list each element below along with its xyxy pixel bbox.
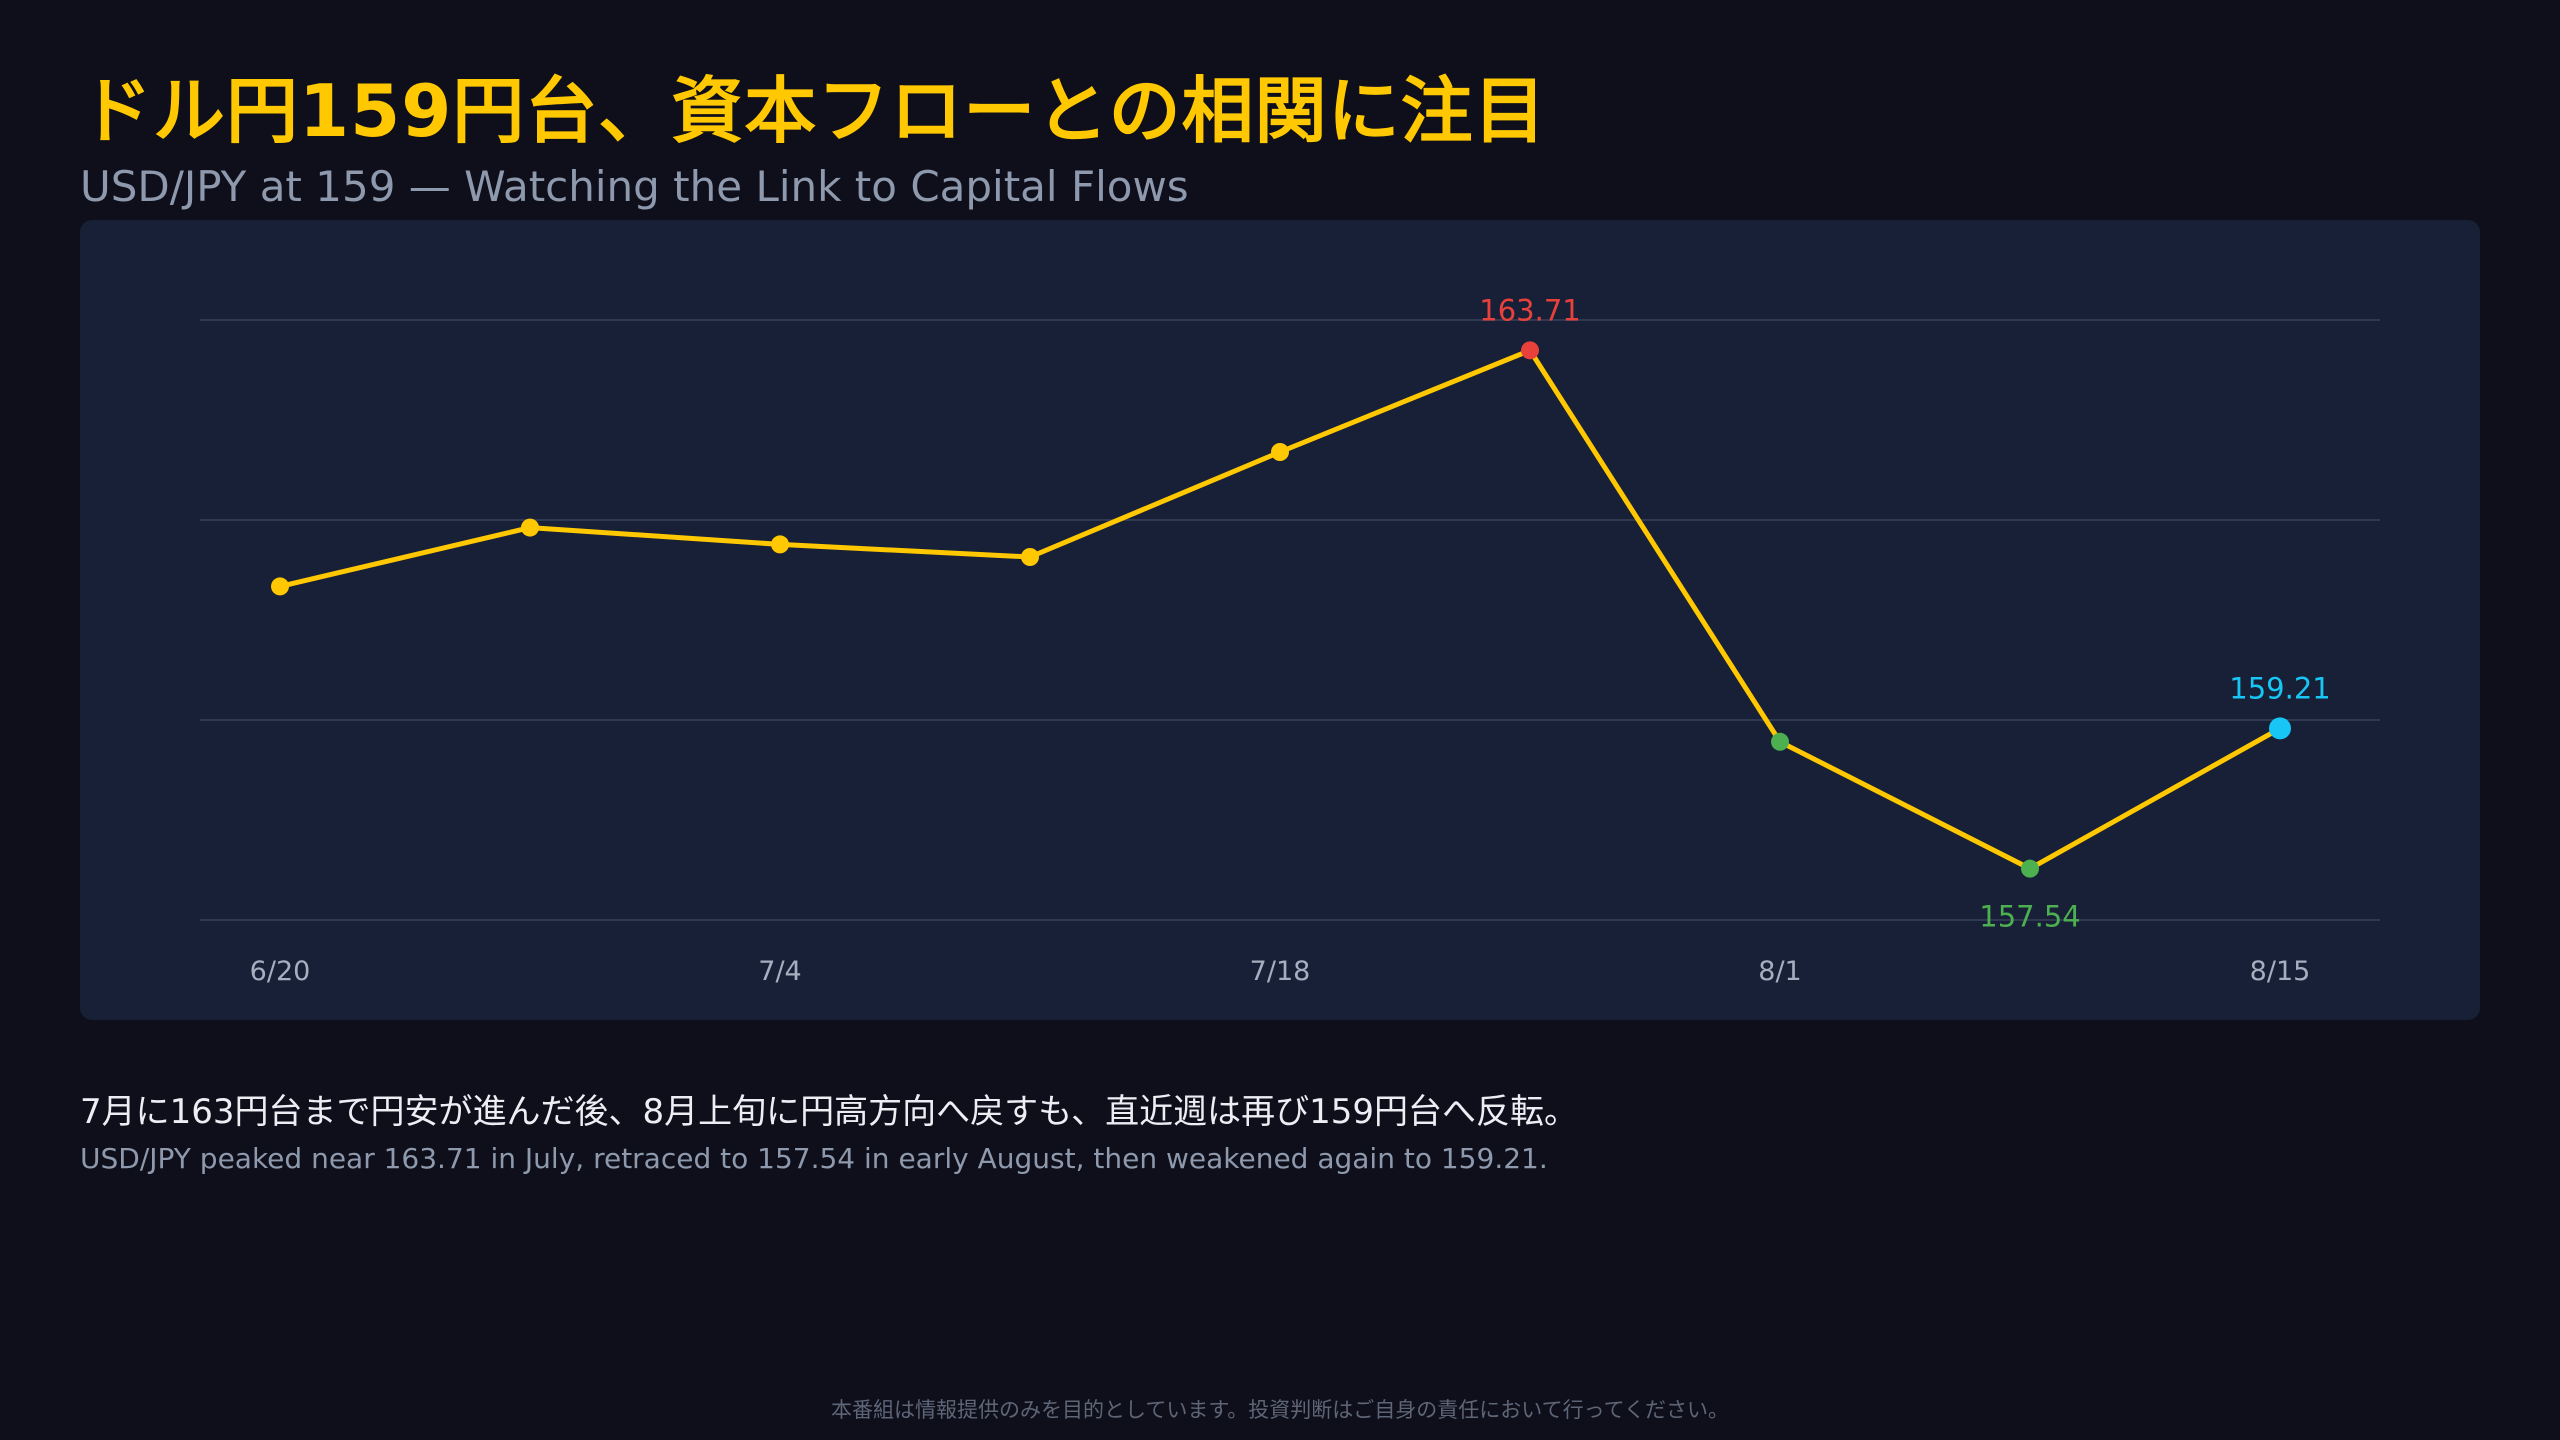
data-point-8-8 bbox=[2021, 859, 2039, 878]
x-tick-8-15: 8/15 bbox=[2250, 956, 2311, 987]
chart-panel: 163.71 157.54 159.21 6/20 7/4 7/18 8/1 8/15 bbox=[80, 220, 2480, 1020]
data-point-7-4 bbox=[771, 535, 789, 554]
data-point-8-15 bbox=[2269, 717, 2291, 740]
data-point-7-25 bbox=[1521, 341, 1539, 360]
x-axis-ticks: 6/20 7/4 7/18 8/1 8/15 bbox=[250, 956, 2311, 987]
x-tick-8-1: 8/1 bbox=[1758, 956, 1801, 987]
page-title: ドル円159円台、資本フローとの相関に注目 bbox=[80, 69, 1547, 153]
x-tick-7-4: 7/4 bbox=[758, 956, 801, 987]
grid-lines bbox=[200, 319, 2380, 921]
data-point-6-20 bbox=[271, 577, 289, 596]
data-label-159-21: 159.21 bbox=[2229, 671, 2330, 705]
data-label-157-54: 157.54 bbox=[1979, 900, 2080, 934]
data-point-6-27 bbox=[521, 518, 539, 537]
data-labels: 163.71 157.54 159.21 bbox=[1479, 293, 2330, 933]
caption-japanese: 7月に163円台まで円安が進んだ後、8月上旬に円高方向へ戻すも、直近週は再び15… bbox=[80, 1092, 1579, 1132]
data-point-7-18 bbox=[1271, 443, 1289, 461]
data-label-163-71: 163.71 bbox=[1479, 293, 1580, 327]
page-subtitle: USD/JPY at 159 — Watching the Link to Ca… bbox=[80, 162, 1189, 211]
series-line bbox=[277, 347, 2283, 872]
line-chart: 163.71 157.54 159.21 6/20 7/4 7/18 8/1 8/15 bbox=[200, 293, 2380, 987]
x-tick-6-20: 6/20 bbox=[250, 956, 311, 987]
data-point-7-11 bbox=[1021, 548, 1039, 566]
caption-english: USD/JPY peaked near 163.71 in July, retr… bbox=[80, 1142, 1548, 1175]
x-tick-7-18: 7/18 bbox=[1250, 956, 1311, 987]
data-point-8-1 bbox=[1771, 732, 1789, 751]
series-line-layer bbox=[277, 347, 2283, 872]
data-points bbox=[271, 341, 2291, 878]
disclaimer-text: 本番組は情報提供のみを目的としています。投資判断はご自身の責任において行ってくだ… bbox=[831, 1398, 1729, 1422]
